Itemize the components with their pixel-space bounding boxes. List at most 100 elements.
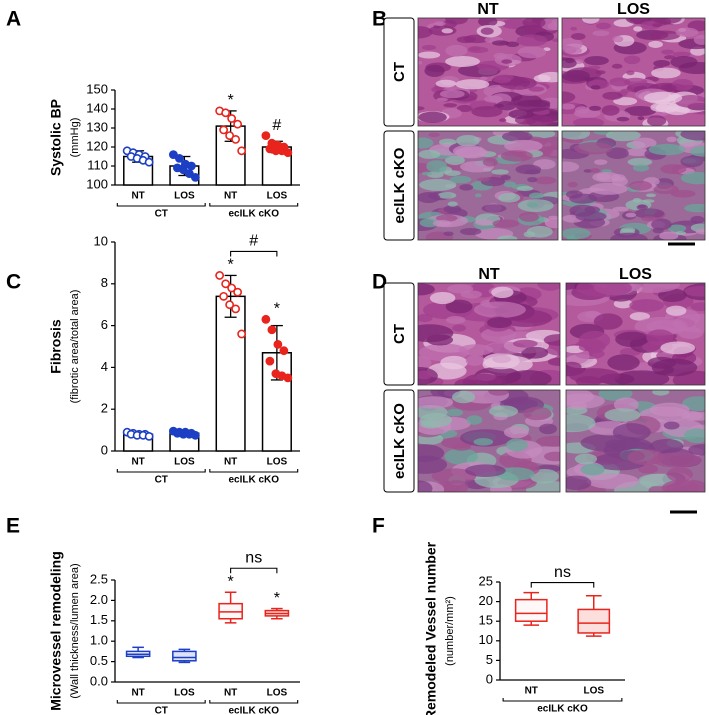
tissue-cell <box>637 116 645 121</box>
tissue-cell <box>452 390 476 404</box>
tissue-cell <box>492 76 512 84</box>
tissue-cell <box>648 40 663 48</box>
tissue-cell <box>566 361 582 373</box>
tissue-cell <box>647 115 667 126</box>
tissue-cell <box>659 231 679 240</box>
tissue-cell <box>544 217 558 229</box>
tissue-cell <box>605 439 627 449</box>
y-axis-title: Systolic BP <box>48 99 64 176</box>
row-label-box <box>383 17 415 127</box>
tissue-cell <box>516 34 548 47</box>
tissue-cell <box>624 283 680 293</box>
x-tick-label: LOS <box>174 457 195 468</box>
micrograph <box>418 283 560 385</box>
tissue-cell <box>458 344 494 356</box>
tissue-cell <box>604 408 641 422</box>
tissue-cell <box>419 178 457 191</box>
data-point <box>265 356 275 366</box>
tissue-cell <box>482 157 498 167</box>
tissue-cell <box>588 65 601 70</box>
tissue-cell <box>460 290 483 299</box>
panel-letter: B <box>372 8 387 31</box>
tissue-cell <box>652 390 670 396</box>
tissue-cell <box>418 480 433 492</box>
tissue-cell <box>487 317 512 329</box>
data-point <box>144 431 154 441</box>
tissue-cell <box>675 231 687 236</box>
group-bracket <box>209 700 299 704</box>
comparison-label: ns <box>554 564 571 581</box>
y-tick-label: 2 <box>101 401 108 416</box>
tissue-cell <box>455 146 488 159</box>
tissue-cell <box>590 85 601 90</box>
group-label: ecILK cKO <box>228 706 279 715</box>
tissue-cell <box>512 339 538 348</box>
comparison-label: # <box>249 233 258 250</box>
tissue-cell <box>680 155 704 168</box>
tissue-cell <box>616 116 630 122</box>
tissue-cell <box>421 44 437 51</box>
micrograph <box>566 390 705 492</box>
tissue-cell <box>528 86 545 92</box>
tissue-cell <box>589 182 628 195</box>
data-point <box>283 148 293 158</box>
tissue-cell <box>612 423 651 442</box>
tissue-cell <box>574 453 598 465</box>
panel-letter: C <box>6 271 21 294</box>
tissue-cell <box>534 176 557 185</box>
group-label: ecILK cKO <box>537 704 588 715</box>
panel-letter: E <box>6 515 20 538</box>
tissue-cell <box>482 353 520 370</box>
tissue-cell <box>480 27 494 35</box>
tissue-cell <box>652 227 664 234</box>
tissue-cell <box>496 101 516 111</box>
tissue-cell <box>566 413 596 433</box>
y-tick-label: 6 <box>101 317 108 332</box>
tissue-cell <box>505 438 528 452</box>
y-tick-label: 20 <box>479 593 493 608</box>
y-tick-label: 0.0 <box>90 673 108 688</box>
tissue-cell <box>675 95 705 108</box>
tissue-cell <box>481 327 517 343</box>
tissue-cell <box>515 99 551 112</box>
tissue-cell <box>607 354 640 371</box>
tissue-cell <box>660 164 687 175</box>
data-point <box>225 131 235 140</box>
tissue-cell <box>589 168 601 173</box>
micrograph-frame <box>417 17 559 127</box>
data-point <box>219 291 229 301</box>
tissue-cell <box>634 208 665 219</box>
tissue-cell <box>596 173 611 181</box>
y-axis-unit: (number/mm²) <box>444 596 456 666</box>
tissue-cell <box>551 18 558 26</box>
tissue-cell <box>562 131 591 140</box>
tissue-cell <box>663 55 676 60</box>
tissue-cell <box>474 193 482 198</box>
row-label: CT <box>391 324 408 344</box>
tissue-cell <box>523 406 552 421</box>
data-point <box>233 287 243 297</box>
tissue-cell <box>460 429 512 447</box>
tissue-cell <box>649 438 684 454</box>
tissue-cell <box>522 18 546 29</box>
data-point <box>190 430 200 440</box>
data-point <box>184 169 194 178</box>
tissue-cell <box>447 201 458 207</box>
y-tick-label: 4 <box>101 359 108 374</box>
tissue-cell <box>429 291 456 305</box>
tissue-cell <box>444 448 478 465</box>
tissue-cell <box>562 227 591 240</box>
tissue-cell <box>601 105 620 116</box>
tissue-cell <box>433 21 446 27</box>
tissue-cell <box>651 67 681 79</box>
tissue-cell <box>614 370 670 385</box>
tissue-cell <box>418 106 425 111</box>
tissue-cell <box>501 59 513 64</box>
x-tick-label: LOS <box>174 688 195 699</box>
tissue-cell <box>480 76 488 81</box>
comparison-label: ns <box>245 549 262 566</box>
tissue-cell <box>672 51 691 58</box>
tissue-cell <box>685 411 705 421</box>
micrograph-frame <box>417 282 561 386</box>
